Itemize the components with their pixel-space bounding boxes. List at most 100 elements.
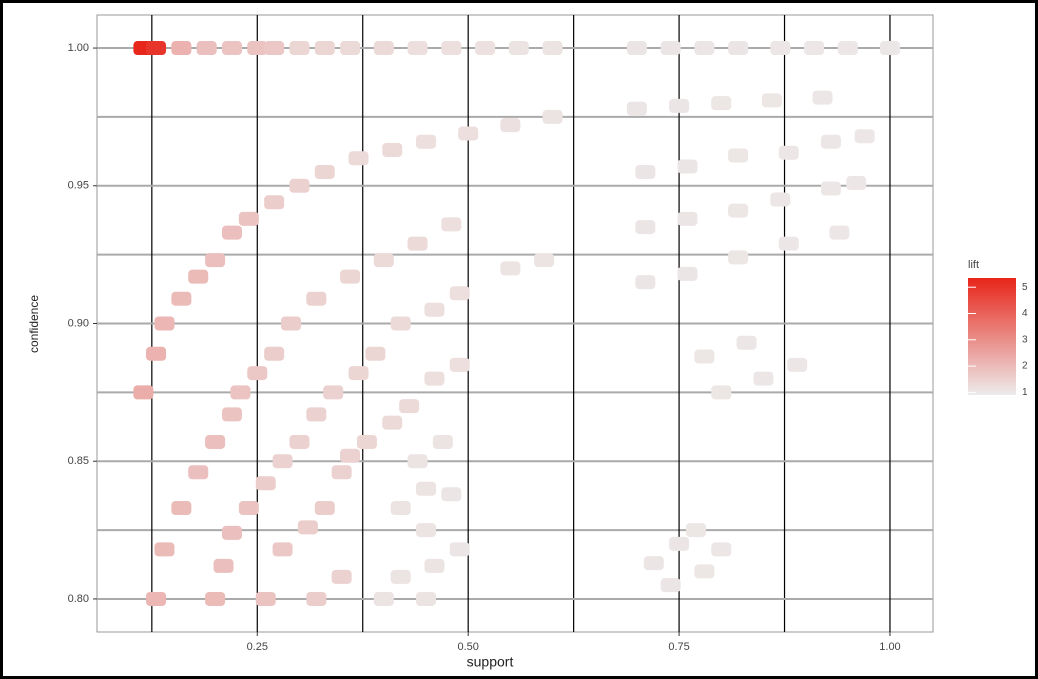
point: [677, 211, 698, 226]
point: [424, 371, 445, 386]
y-tick-label: 1.00: [68, 42, 89, 54]
point: [820, 134, 841, 149]
point: [238, 501, 259, 516]
point: [407, 454, 428, 469]
point: [635, 275, 656, 290]
legend-tick-label: 3: [1022, 334, 1028, 345]
point: [432, 434, 453, 449]
point: [441, 217, 462, 232]
point: [694, 349, 715, 364]
point: [146, 41, 167, 56]
point: [382, 142, 403, 157]
point: [188, 465, 209, 480]
point: [390, 316, 411, 331]
point: [778, 145, 799, 160]
point: [314, 165, 335, 180]
point: [643, 556, 664, 571]
legend-tick-label: 1: [1022, 387, 1028, 398]
point: [255, 591, 276, 606]
y-tick-label: 0.85: [68, 455, 89, 467]
point: [685, 523, 706, 538]
point: [441, 487, 462, 502]
point: [416, 134, 437, 149]
colorbar: [968, 278, 1016, 395]
point: [711, 96, 732, 111]
point: [314, 41, 335, 56]
point: [846, 176, 867, 191]
point: [812, 90, 833, 105]
point: [146, 591, 167, 606]
point: [297, 520, 318, 535]
legend-tick-label: 4: [1022, 308, 1028, 319]
legend-tick-label: 5: [1022, 282, 1028, 293]
point: [424, 302, 445, 317]
point: [829, 225, 850, 240]
point: [289, 178, 310, 193]
point: [660, 41, 681, 56]
point: [770, 41, 791, 56]
point: [331, 569, 352, 584]
point: [475, 41, 496, 56]
point: [770, 192, 791, 207]
y-axis-title: confidence: [27, 295, 41, 353]
point: [449, 542, 470, 557]
point: [188, 269, 209, 284]
point: [314, 501, 335, 516]
point: [534, 253, 555, 268]
point: [390, 501, 411, 516]
point: [247, 41, 268, 56]
point: [736, 335, 757, 350]
point: [205, 434, 226, 449]
point: [230, 385, 251, 400]
point: [289, 434, 310, 449]
point: [221, 41, 242, 56]
point: [441, 41, 462, 56]
x-tick-label: 0.75: [668, 641, 689, 653]
point: [171, 41, 192, 56]
point: [677, 159, 698, 174]
point: [669, 98, 690, 113]
point: [694, 41, 715, 56]
point: [373, 41, 394, 56]
point: [196, 41, 217, 56]
point: [407, 236, 428, 251]
y-tick-label: 0.90: [68, 317, 89, 329]
point: [255, 476, 276, 491]
point: [247, 366, 268, 381]
point: [373, 253, 394, 268]
y-tick-label: 0.80: [68, 593, 89, 605]
point: [306, 291, 327, 306]
point: [306, 591, 327, 606]
point: [356, 434, 377, 449]
point: [761, 93, 782, 108]
point: [154, 542, 175, 557]
point: [390, 569, 411, 584]
point: [154, 316, 175, 331]
point: [146, 346, 167, 361]
point: [171, 501, 192, 516]
point: [669, 536, 690, 551]
x-axis-title: support: [467, 654, 514, 670]
point: [711, 542, 732, 557]
point: [382, 415, 403, 430]
point: [508, 41, 529, 56]
point: [264, 195, 285, 210]
point: [820, 181, 841, 196]
point: [787, 357, 808, 372]
point: [365, 346, 386, 361]
point: [221, 407, 242, 422]
point: [213, 558, 234, 573]
point: [133, 385, 154, 400]
point: [728, 250, 749, 265]
point: [416, 591, 437, 606]
legend-tick-label: 2: [1022, 361, 1028, 372]
point: [348, 366, 369, 381]
point: [804, 41, 825, 56]
point: [340, 269, 361, 284]
point: [340, 448, 361, 463]
point: [373, 591, 394, 606]
point: [264, 41, 285, 56]
point: [424, 558, 445, 573]
point: [331, 465, 352, 480]
